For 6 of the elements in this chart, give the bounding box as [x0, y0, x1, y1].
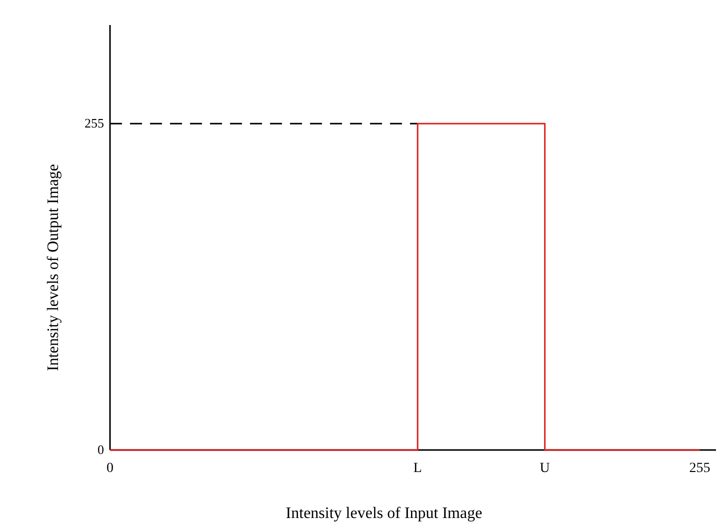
x-tick-label: L [413, 461, 422, 476]
x-tick-label: 255 [689, 461, 710, 476]
y-axis-title: Intensity levels of Output Image [45, 164, 62, 372]
x-axis-title: Intensity levels of Input Image [286, 505, 482, 522]
x-tick-label: 0 [106, 461, 114, 476]
x-tick-label: U [540, 461, 550, 476]
